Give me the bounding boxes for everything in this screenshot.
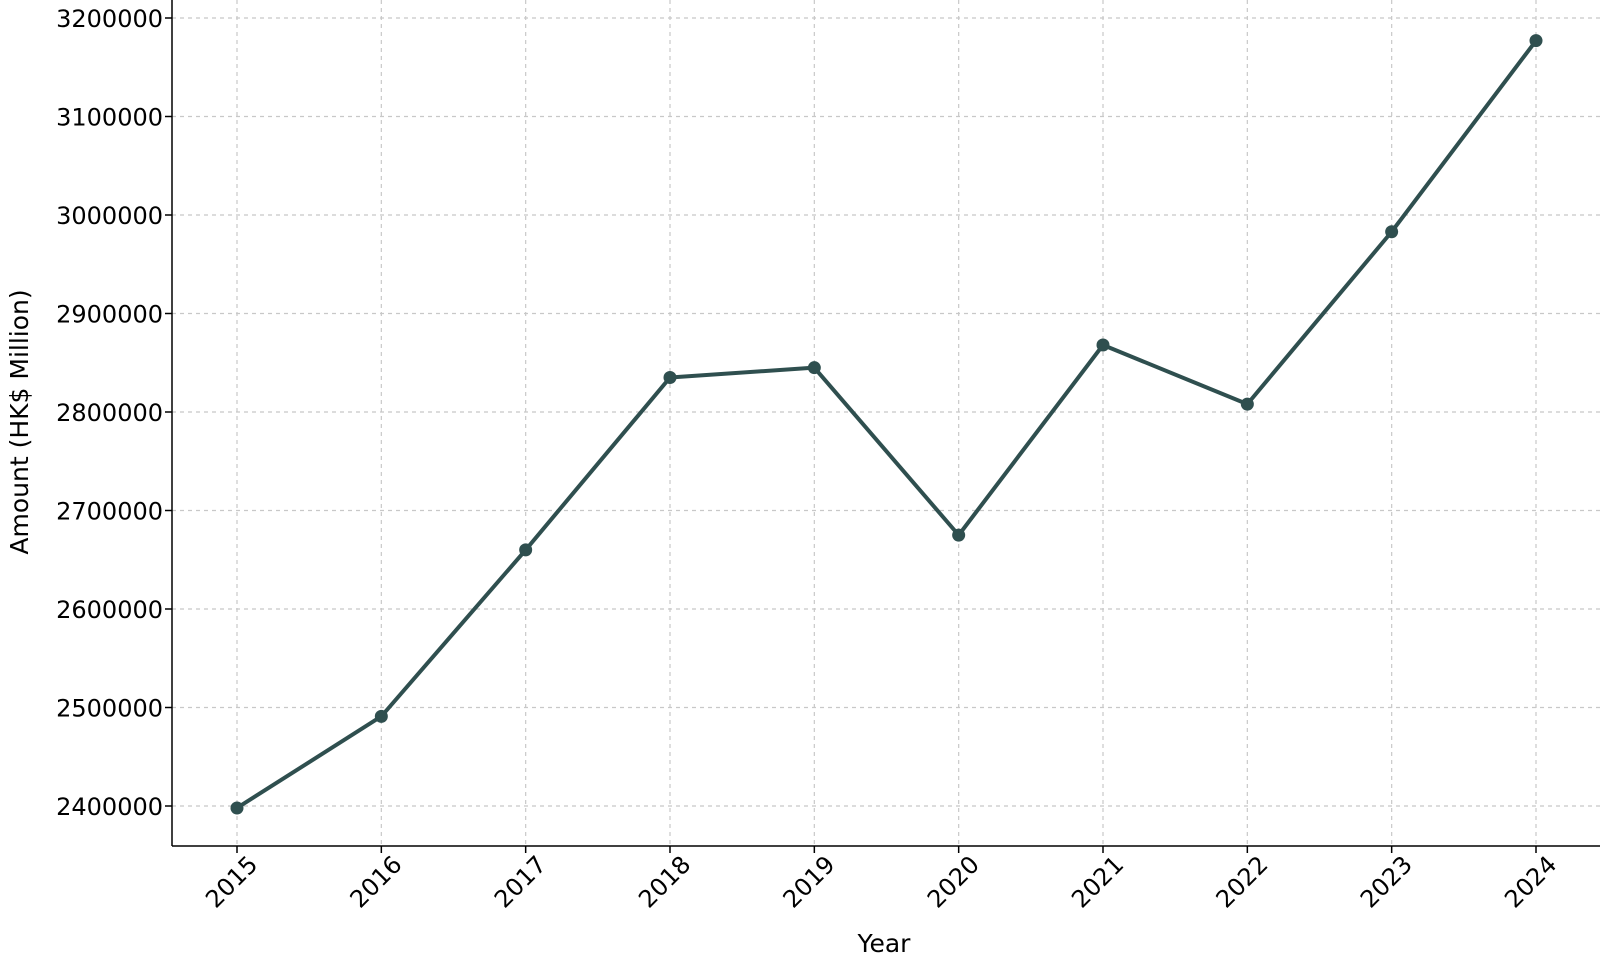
x-tick-label: 2020 bbox=[922, 850, 985, 913]
x-tick-label: 2018 bbox=[633, 850, 696, 913]
series-layer bbox=[230, 34, 1543, 815]
y-tick-label: 3100000 bbox=[56, 104, 163, 132]
data-point bbox=[230, 801, 244, 815]
y-tick-label: 3200000 bbox=[56, 5, 163, 33]
y-tick-label: 2800000 bbox=[56, 399, 163, 427]
data-point bbox=[952, 528, 966, 542]
x-tick-label: 2021 bbox=[1066, 850, 1129, 913]
y-tick-label: 2500000 bbox=[56, 695, 163, 723]
data-point bbox=[1240, 397, 1254, 411]
data-point bbox=[807, 361, 821, 375]
data-point bbox=[374, 709, 388, 723]
axes bbox=[171, 0, 1600, 847]
x-tick-label: 2023 bbox=[1355, 850, 1418, 913]
y-tick-label: 2400000 bbox=[56, 793, 163, 821]
x-tick-label: 2019 bbox=[778, 850, 841, 913]
x-tick-label: 2017 bbox=[489, 850, 552, 913]
x-tick-label: 2015 bbox=[200, 850, 263, 913]
data-point bbox=[1529, 34, 1543, 48]
axis-labels: Year Amount (HK$ Million) bbox=[5, 289, 911, 958]
y-tick-label: 2600000 bbox=[56, 596, 163, 624]
x-axis-title: Year bbox=[857, 929, 912, 958]
data-point bbox=[1096, 338, 1110, 352]
data-point bbox=[519, 543, 533, 557]
data-point bbox=[1385, 225, 1399, 239]
y-tick-label: 3000000 bbox=[56, 202, 163, 230]
y-axis-title: Amount (HK$ Million) bbox=[5, 289, 34, 554]
x-tick-label: 2022 bbox=[1211, 850, 1274, 913]
y-tick-label: 2900000 bbox=[56, 301, 163, 329]
x-tick-label: 2024 bbox=[1499, 850, 1562, 913]
data-point bbox=[663, 371, 677, 385]
series-line bbox=[235, 38, 1538, 810]
grid bbox=[172, 0, 1600, 846]
x-tick-label: 2016 bbox=[345, 850, 408, 913]
y-tick-label: 2700000 bbox=[56, 498, 163, 526]
